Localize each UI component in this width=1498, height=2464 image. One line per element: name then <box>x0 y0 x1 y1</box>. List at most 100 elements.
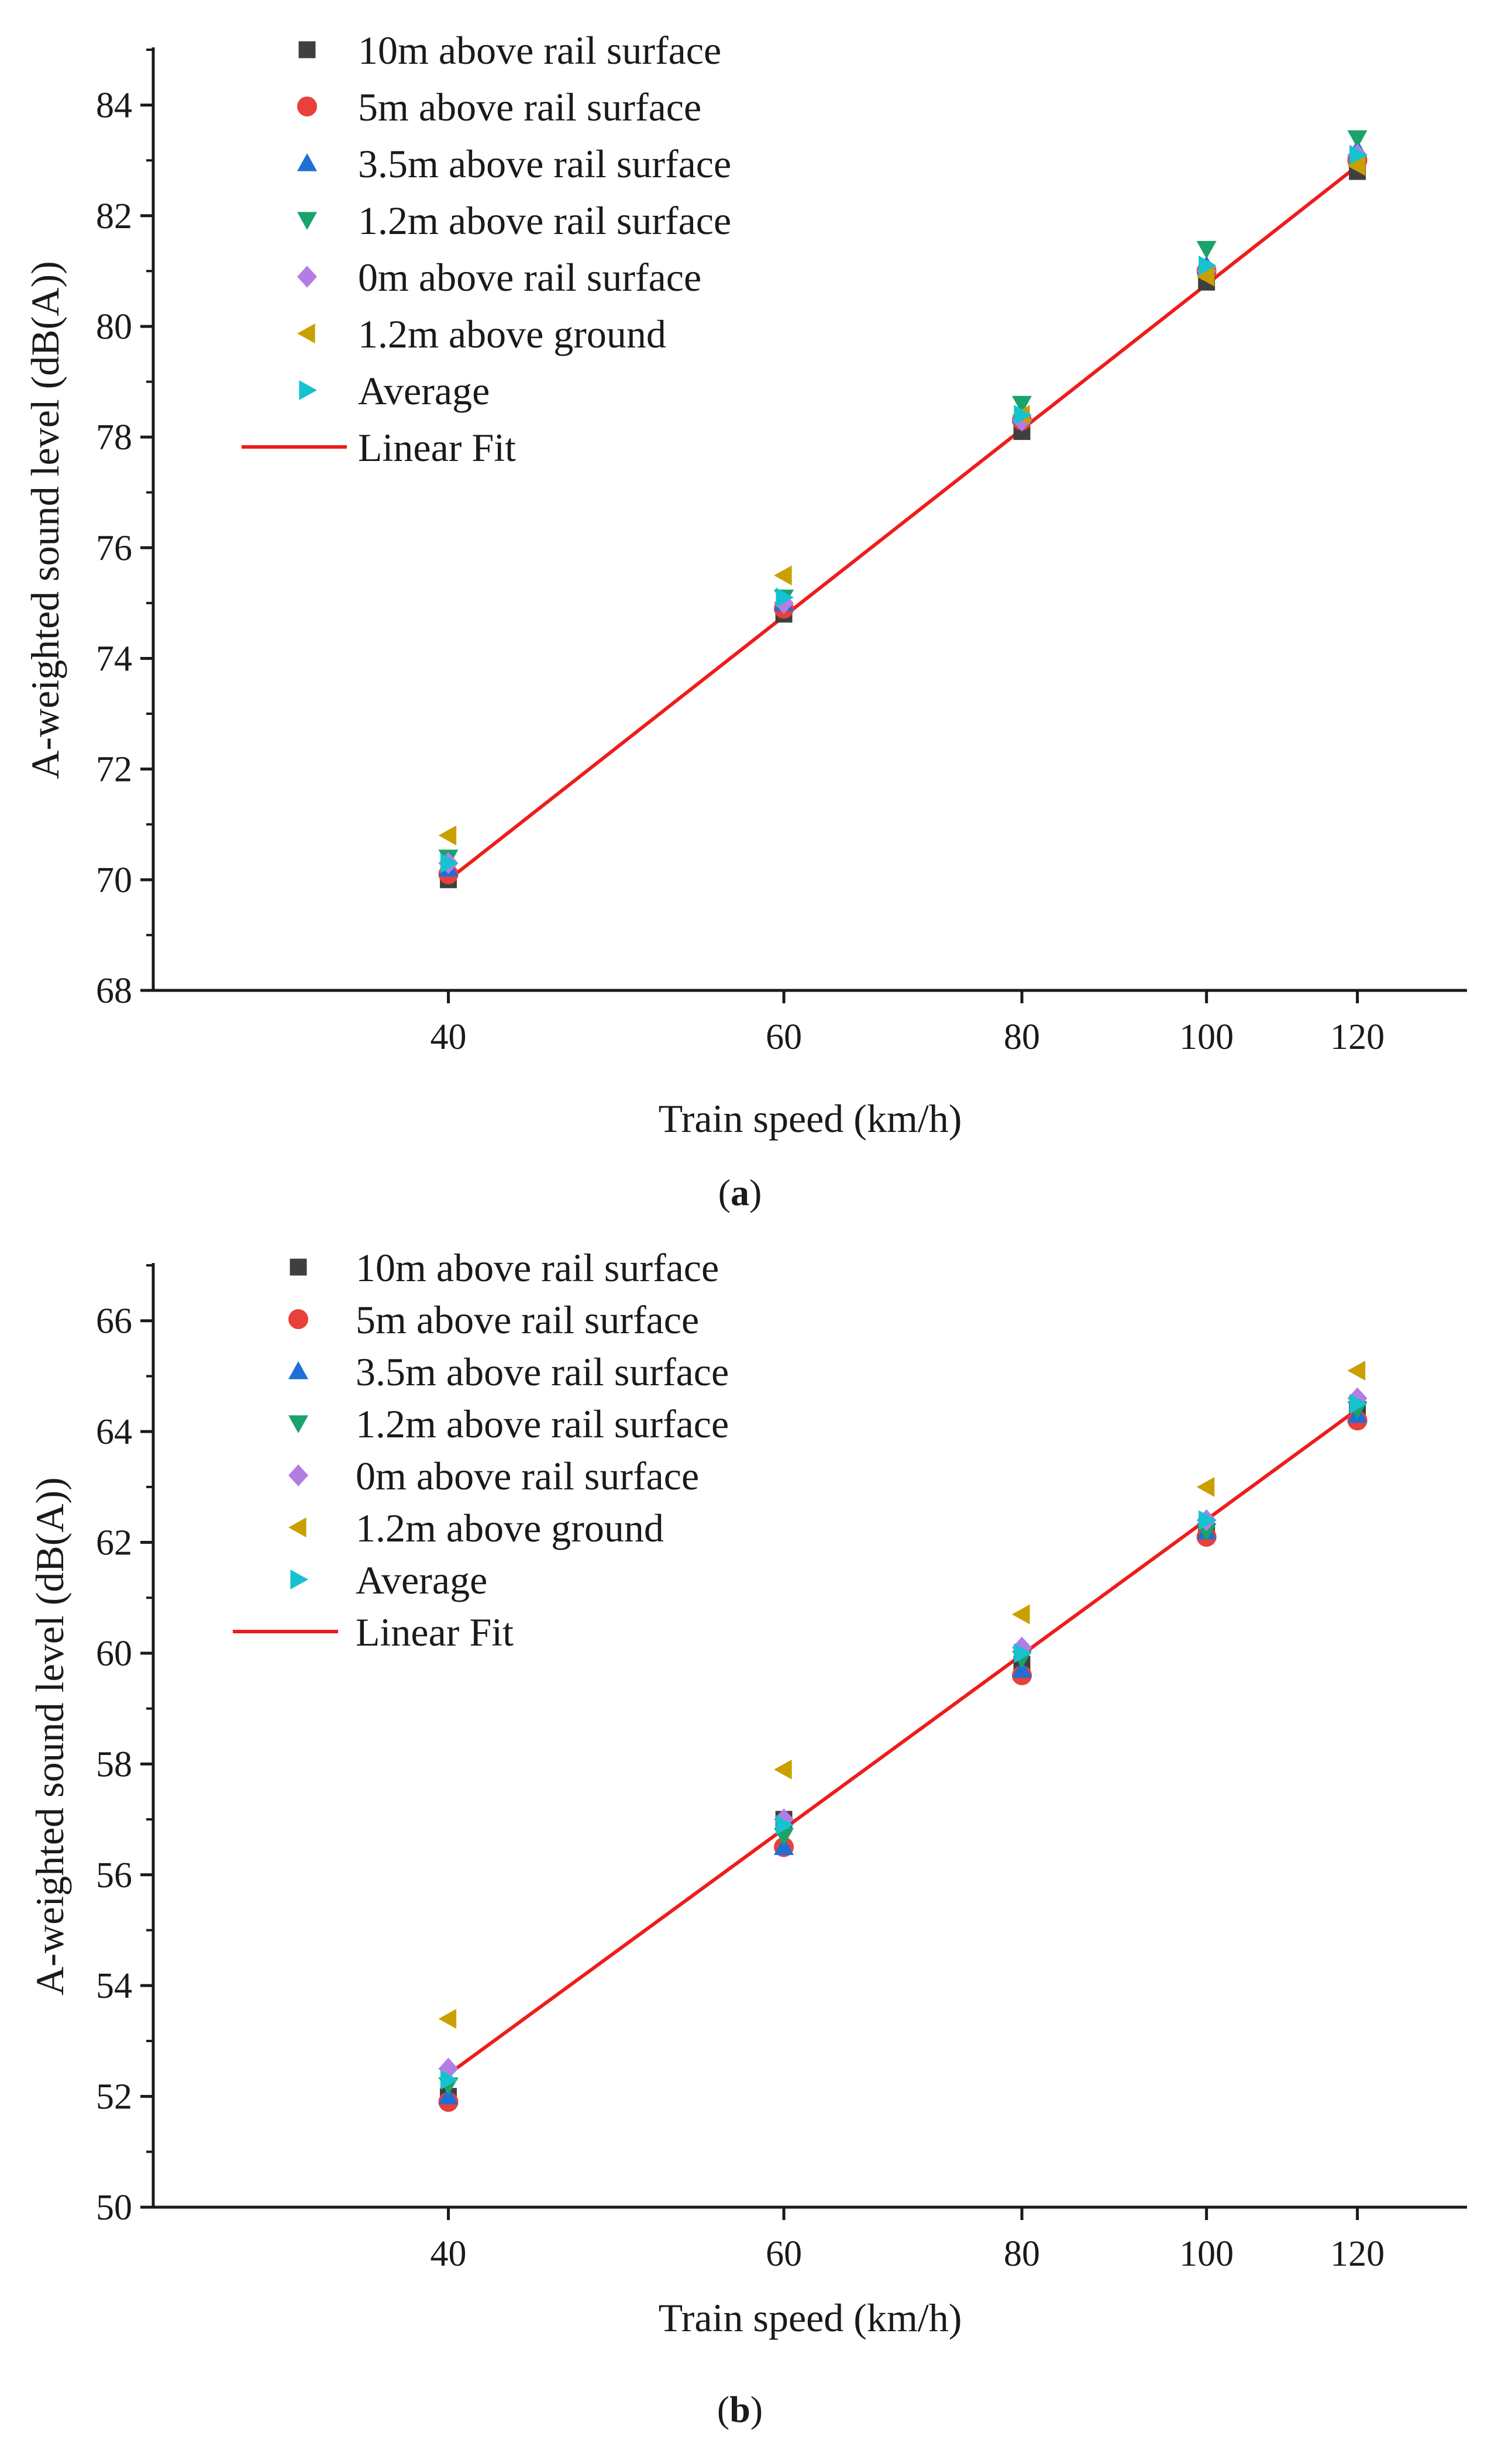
y-axis-title: A-weighted sound level (dB(A)) <box>23 261 67 779</box>
y-tick-label: 64 <box>96 1412 132 1452</box>
y-tick-label: 70 <box>96 861 132 900</box>
panel-caption-a: (a) <box>718 1172 762 1213</box>
legend-item: 0m above rail surface <box>297 255 701 300</box>
legend-label: 5m above rail surface <box>356 1298 699 1342</box>
y-tick-label: 72 <box>96 750 132 790</box>
chart-panel-a: 68 70 72 74 76 78 80 82 84 40 60 80 100 120 10m abov… <box>23 28 1467 1213</box>
y-tick-label: 50 <box>96 2188 132 2228</box>
series-7 <box>440 1393 1368 2090</box>
x-tick-label: 100 <box>1179 1017 1234 1057</box>
legend-item: 10m above rail surface <box>298 28 721 73</box>
legend-marker <box>288 1361 308 1379</box>
y-tick-label: 74 <box>96 639 132 679</box>
legend-item: 3.5m above rail surface <box>288 1350 729 1394</box>
chart-panel-b: 50 52 54 56 58 60 62 64 66 40 60 80 100 120 10m abov… <box>27 1245 1467 2430</box>
x-tick-label: 60 <box>766 1017 802 1057</box>
data-point <box>1349 144 1368 165</box>
data-point <box>776 1815 794 1835</box>
y-tick-label: 66 <box>96 1302 132 1341</box>
x-tick-label: 60 <box>766 2234 802 2274</box>
x-tick-label: 120 <box>1330 2234 1385 2274</box>
legend-label: 1.2m above rail surface <box>358 198 731 243</box>
legend: 10m above rail surface 5m above rail surf… <box>242 28 731 470</box>
legend-label: 1.2m above ground <box>356 1506 664 1550</box>
data-point <box>1347 130 1368 149</box>
data-point <box>438 2086 459 2105</box>
y-tick-label: 60 <box>96 1634 132 1674</box>
data-point <box>440 2070 459 2090</box>
legend-marker <box>288 1464 308 1486</box>
data-point <box>1199 255 1217 276</box>
x-tick-label: 40 <box>431 1017 467 1057</box>
data-points <box>438 130 1368 889</box>
y-tick-label: 84 <box>96 86 132 126</box>
legend-marker <box>297 212 317 230</box>
panel-caption-b: (b) <box>717 2389 763 2430</box>
data-point <box>774 565 792 586</box>
legend-item: Average <box>299 369 490 413</box>
legend-marker <box>297 266 317 288</box>
legend-label: 0m above rail surface <box>358 255 701 300</box>
y-axis-title: A-weighted sound level (dB(A)) <box>27 1477 72 1995</box>
legend-label: 0m above rail surface <box>356 1454 699 1498</box>
legend-item: 5m above rail surface <box>288 1298 699 1342</box>
legend-label: Average <box>356 1558 487 1602</box>
x-axis-ticks: 40 60 80 100 120 <box>431 990 1385 1057</box>
data-point <box>1014 1643 1032 1663</box>
legend-marker <box>288 1517 307 1537</box>
legend-label: Average <box>358 369 490 413</box>
x-tick-label: 40 <box>431 2234 467 2274</box>
data-point <box>1012 1604 1030 1625</box>
data-point <box>774 1759 792 1780</box>
legend-marker <box>288 1415 308 1433</box>
y-tick-label: 68 <box>96 971 132 1011</box>
legend-label: 10m above rail surface <box>358 28 721 73</box>
legend-item: 3.5m above rail surface <box>297 142 731 186</box>
legend-label: Linear Fit <box>356 1610 514 1654</box>
y-tick-label: 56 <box>96 1856 132 1895</box>
data-point <box>438 2057 459 2080</box>
legend-item: 5m above rail surface <box>297 85 701 129</box>
data-point <box>774 1837 794 1856</box>
panel-letter-b: b <box>729 2389 750 2430</box>
data-points <box>438 1360 1368 2112</box>
data-point <box>1196 266 1215 287</box>
legend-marker <box>290 1570 308 1589</box>
data-point <box>776 587 794 608</box>
legend-label: 1.2m above ground <box>358 312 666 356</box>
x-tick-label: 80 <box>1004 1017 1040 1057</box>
legend-item: 1.2m above rail surface <box>288 1402 729 1446</box>
y-tick-label: 52 <box>96 2077 132 2117</box>
legend-marker <box>288 1309 308 1329</box>
x-tick-label: 100 <box>1179 2234 1234 2274</box>
data-point <box>1014 405 1032 425</box>
data-point <box>1012 395 1032 414</box>
legend-item: 1.2m above rail surface <box>297 198 731 243</box>
data-point <box>1347 156 1366 176</box>
legend-item: 1.2m above ground <box>297 312 666 356</box>
legend-item: 10m above rail surface <box>290 1245 719 1290</box>
data-point <box>1196 240 1217 259</box>
axes <box>151 1263 1467 2209</box>
legend-item: Average <box>290 1558 487 1602</box>
legend-marker <box>297 97 317 116</box>
legend: 10m above rail surface 5m above rail surf… <box>233 1245 729 1654</box>
x-axis-title: Train speed (km/h) <box>659 2296 962 2340</box>
legend-marker <box>298 41 316 58</box>
x-tick-label: 80 <box>1004 2234 1040 2274</box>
legend-item: 1.2m above ground <box>288 1506 664 1550</box>
y-tick-label: 82 <box>96 197 132 236</box>
data-point <box>1012 1660 1032 1678</box>
data-point <box>438 825 457 846</box>
y-tick-label: 76 <box>96 528 132 568</box>
legend-item: 0m above rail surface <box>288 1454 699 1498</box>
legend-label: 1.2m above rail surface <box>356 1402 729 1446</box>
y-tick-label: 78 <box>96 418 132 457</box>
y-axis-ticks: 68 70 72 74 76 78 80 82 84 <box>96 49 153 1011</box>
legend-label: 3.5m above rail surface <box>356 1350 729 1394</box>
legend-label: 3.5m above rail surface <box>358 142 731 186</box>
legend-marker <box>297 153 317 171</box>
data-point <box>440 853 459 873</box>
y-tick-label: 62 <box>96 1523 132 1563</box>
